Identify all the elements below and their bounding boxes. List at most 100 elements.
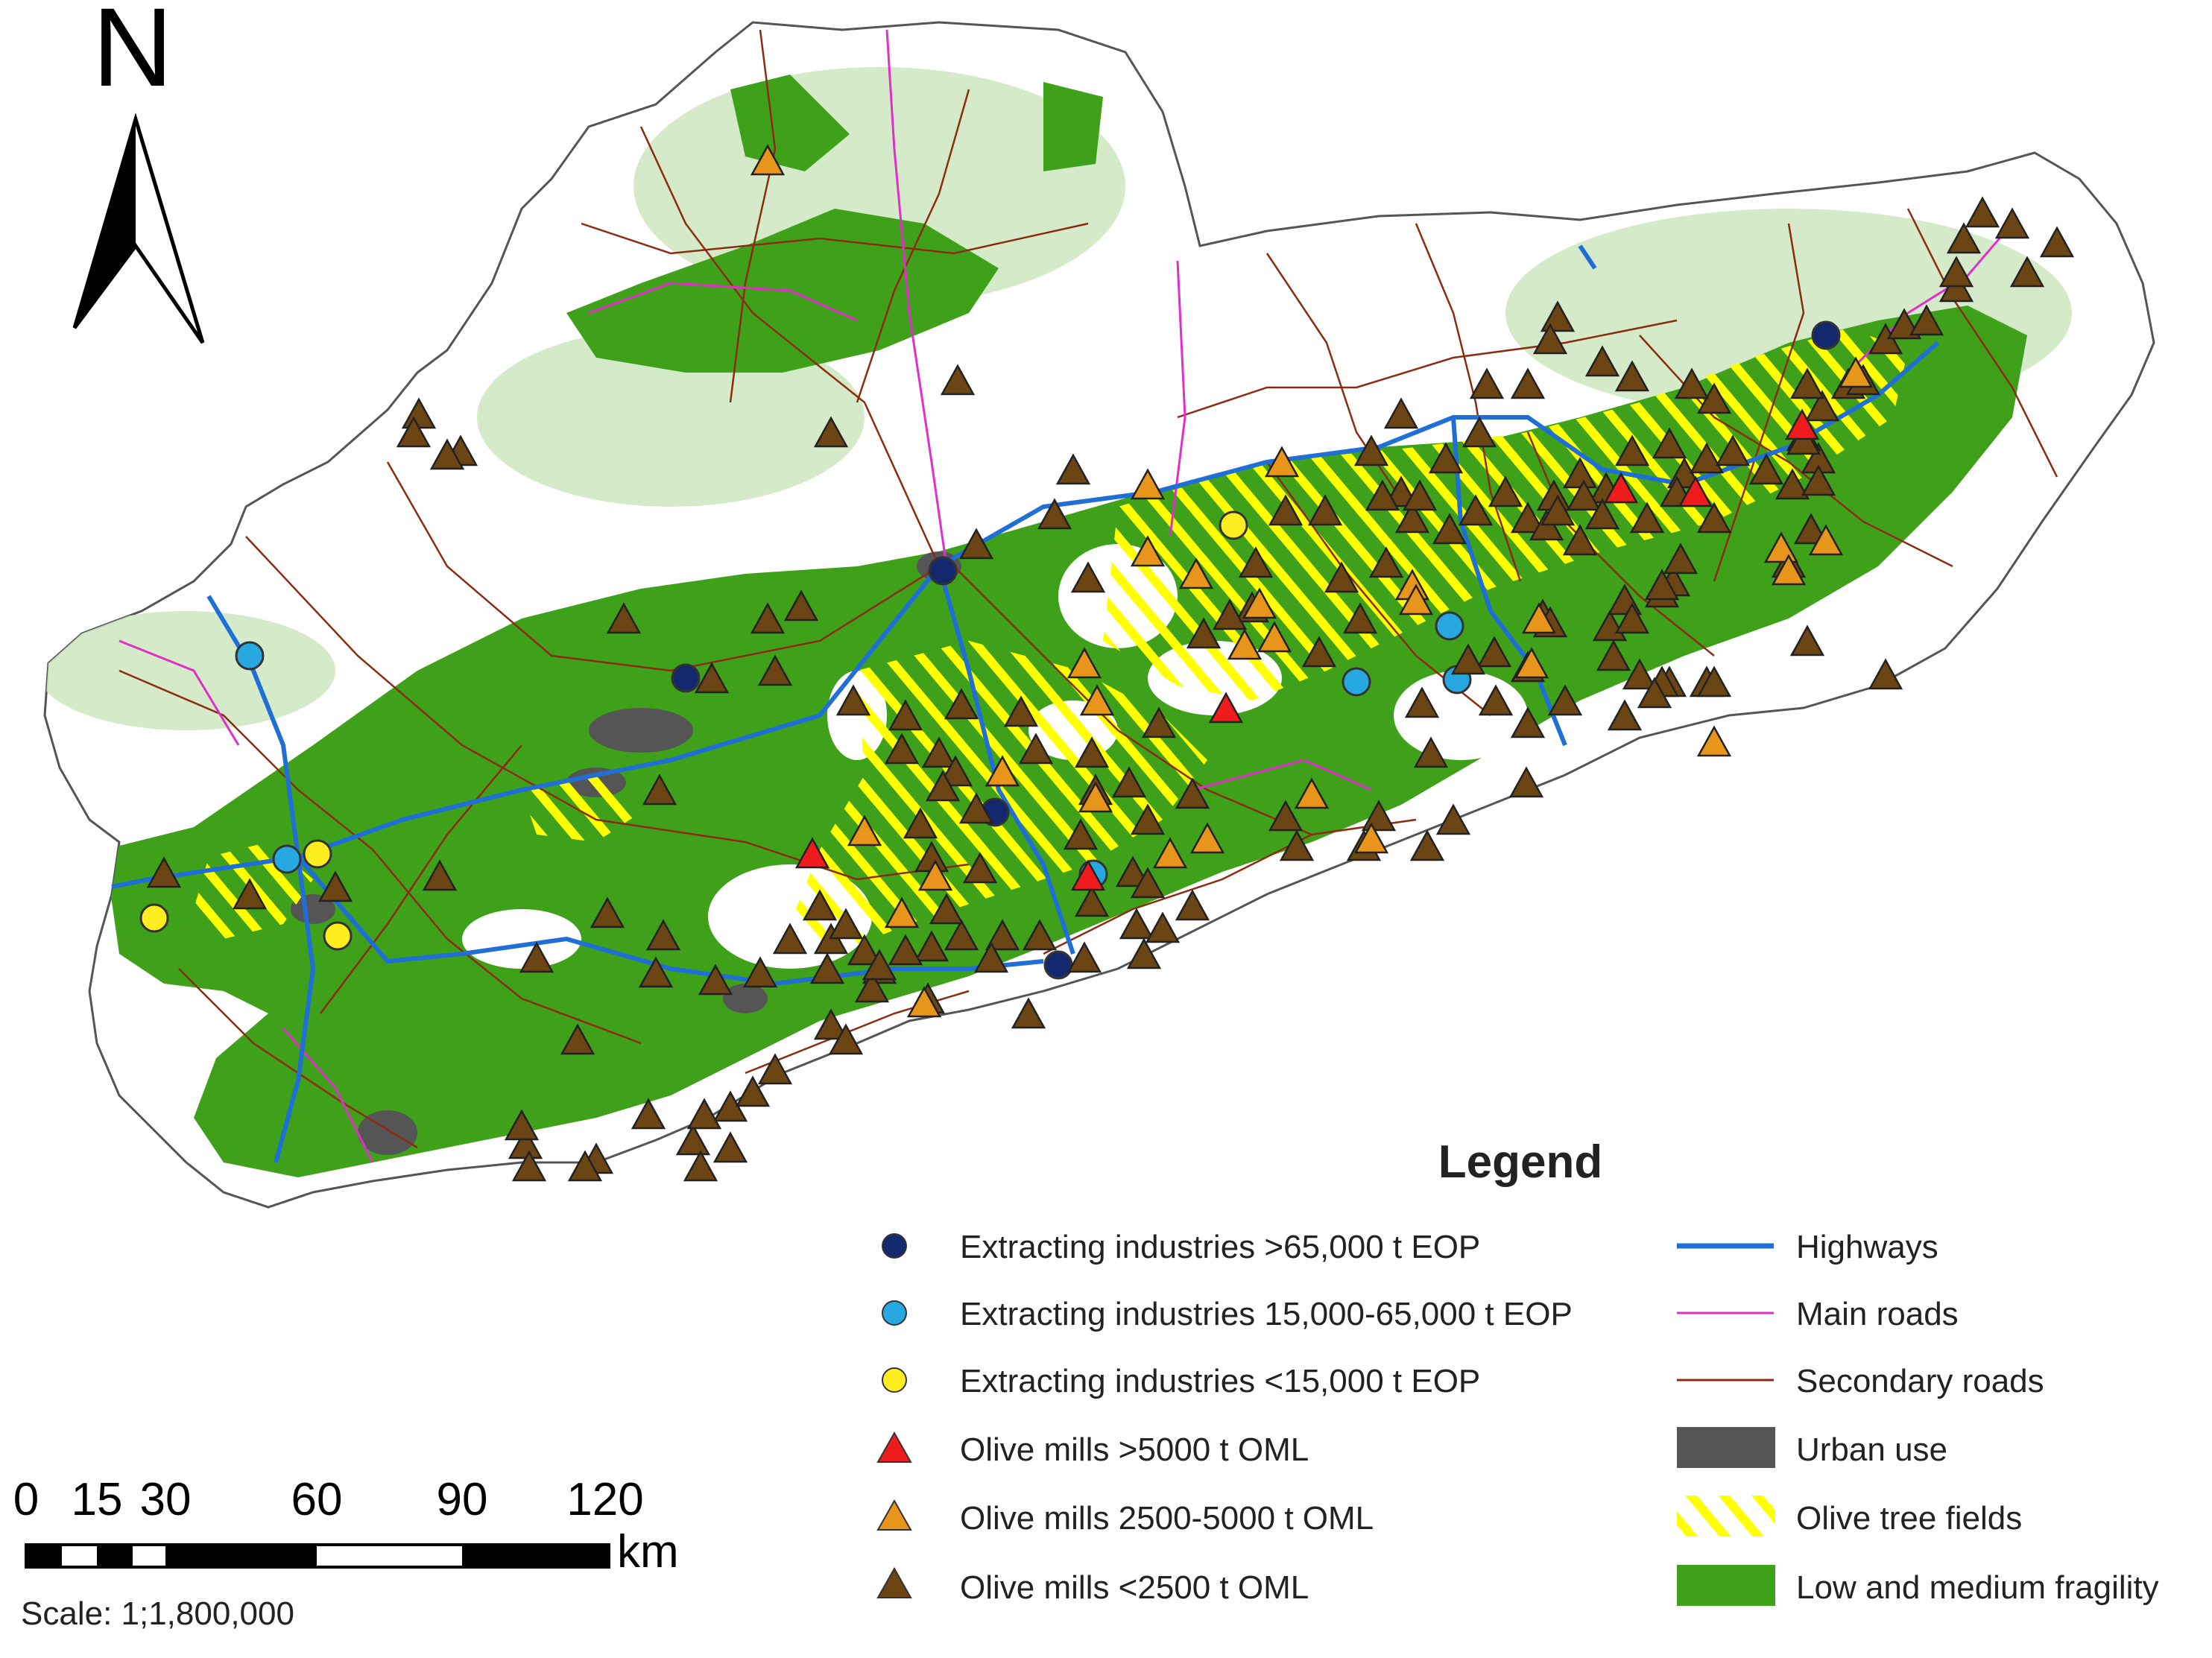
olive-mill-small	[712, 1131, 748, 1163]
olive-mill-small	[1175, 777, 1210, 809]
olive-mill-small	[1614, 360, 1650, 392]
olive-mill-small	[1540, 494, 1576, 526]
olive-mill-medium	[750, 144, 786, 176]
olive-mill-small	[1018, 733, 1054, 765]
legend-label: Olive mills <2500 t OML	[960, 1569, 1309, 1606]
olive-mills	[146, 144, 2075, 1182]
olive-mill-small	[1607, 699, 1643, 731]
olive-mill-small	[1074, 736, 1110, 768]
olive-mill-small	[757, 654, 793, 686]
olive-mill-small	[429, 438, 465, 470]
legend-label: Olive tree fields	[1796, 1500, 2022, 1537]
olive-mill-medium	[1808, 524, 1844, 556]
olive-mill-small	[1775, 468, 1810, 500]
olive-mill-medium	[884, 896, 920, 928]
olive-mill-small	[422, 859, 458, 891]
legend-swatch-mill-large	[876, 1431, 912, 1463]
extractor-large	[1811, 320, 1841, 350]
olive-mill-small	[1562, 524, 1598, 556]
olive-mill-medium	[1838, 356, 1874, 388]
olive-mill-small	[1404, 686, 1440, 718]
olive-mill-small	[1637, 677, 1672, 709]
olive-mill-small	[888, 699, 923, 731]
olive-mill-small	[1476, 636, 1512, 668]
olive-mill-small	[1614, 602, 1650, 634]
legend-label: Urban use	[1796, 1431, 1947, 1468]
olive-mill-small	[675, 1124, 711, 1156]
olive-mill-small	[1353, 434, 1389, 466]
main-roads	[118, 29, 2014, 1163]
extractor-medium	[235, 641, 265, 671]
legend-label: Low and medium fragility	[1796, 1569, 2159, 1606]
olive-mill-small	[317, 870, 353, 902]
olive-mill-small	[772, 923, 808, 955]
olive-mill-small	[828, 908, 864, 940]
olive-mill-small	[1510, 367, 1546, 399]
olive-mill-medium	[1078, 781, 1113, 813]
olive-mill-small	[1458, 494, 1494, 526]
olive-mill-medium	[1152, 837, 1188, 869]
olive-mill-medium	[1257, 621, 1292, 653]
extractor-medium	[1435, 611, 1464, 641]
olive-mill-small	[914, 930, 949, 962]
olive-mill-small	[1946, 222, 1982, 254]
legend-label: Olive mills >5000 t OML	[960, 1431, 1309, 1468]
legend-label: Extracting industries 15,000-65,000 t EO…	[960, 1296, 1573, 1332]
olive-mill-small	[862, 949, 897, 981]
olive-mill-small	[1428, 442, 1464, 474]
olive-mill-small	[1022, 919, 1058, 951]
olive-mill-small	[1394, 501, 1430, 534]
olive-mill-small	[1175, 889, 1210, 921]
olive-mill-small	[1435, 803, 1471, 835]
olive-mill-small	[1383, 397, 1419, 429]
olive-mill-small	[1383, 475, 1419, 507]
olive-mill-small	[938, 755, 973, 787]
legend-swatch-fragility	[1677, 1565, 1775, 1606]
olive-mill-medium	[1514, 647, 1549, 679]
olive-mill-small	[1793, 513, 1829, 545]
olive-mill-small	[1804, 390, 1840, 422]
olive-mill-small	[1409, 829, 1445, 861]
olive-mill-small	[1715, 434, 1751, 466]
olive-mill-small	[1063, 818, 1099, 850]
olive-mill-small	[1413, 736, 1449, 768]
legend-label: Extracting industries <15,000 t EOP	[960, 1363, 1480, 1399]
legend-swatch-olive	[1677, 1496, 1775, 1537]
olive-mill-small	[1689, 442, 1725, 474]
olive-mill-medium	[1079, 684, 1115, 716]
sparse-vegetation	[45, 67, 2072, 730]
olive-mill-small	[683, 1150, 718, 1182]
olive-mill-small	[925, 770, 961, 802]
olive-mill-medium	[1189, 822, 1225, 854]
olive-mill-small	[1663, 542, 1698, 575]
olive-mill-small	[1652, 427, 1687, 459]
olive-mill-small	[1748, 453, 1784, 485]
olive-mill-small	[783, 589, 819, 621]
olive-mill-small	[1508, 766, 1544, 798]
north-arrow: N	[72, 0, 205, 344]
olive-mill-small	[962, 852, 998, 884]
legend-label: Main roads	[1796, 1296, 1959, 1332]
olive-mill-small	[511, 1150, 547, 1182]
olive-mill-small	[1130, 803, 1166, 835]
olive-mill-small	[1037, 498, 1072, 530]
legend-label: Secondary roads	[1796, 1363, 2044, 1399]
olive-mill-small	[757, 1053, 793, 1085]
scale-tick-15: 15	[72, 1474, 123, 1525]
legend-swatch-mill-small	[876, 1566, 912, 1598]
olive-mill-small	[1324, 561, 1359, 593]
olive-mill-small	[645, 919, 681, 951]
olive-mill-small	[929, 893, 964, 925]
olive-mill-small	[1938, 256, 1974, 288]
olive-mill-medium	[1227, 628, 1263, 660]
legend-swatch-mill-medium	[876, 1499, 912, 1531]
olive-mill-medium	[1130, 468, 1166, 500]
olive-mill-large	[1208, 692, 1244, 724]
olive-mill-small	[1789, 624, 1825, 656]
olive-mill-small	[802, 889, 838, 921]
extractor-small	[1219, 510, 1248, 540]
olive-mill-small	[1279, 829, 1315, 861]
legend-swatch-extractor-large	[882, 1233, 907, 1259]
olive-mill-small	[1365, 479, 1400, 511]
